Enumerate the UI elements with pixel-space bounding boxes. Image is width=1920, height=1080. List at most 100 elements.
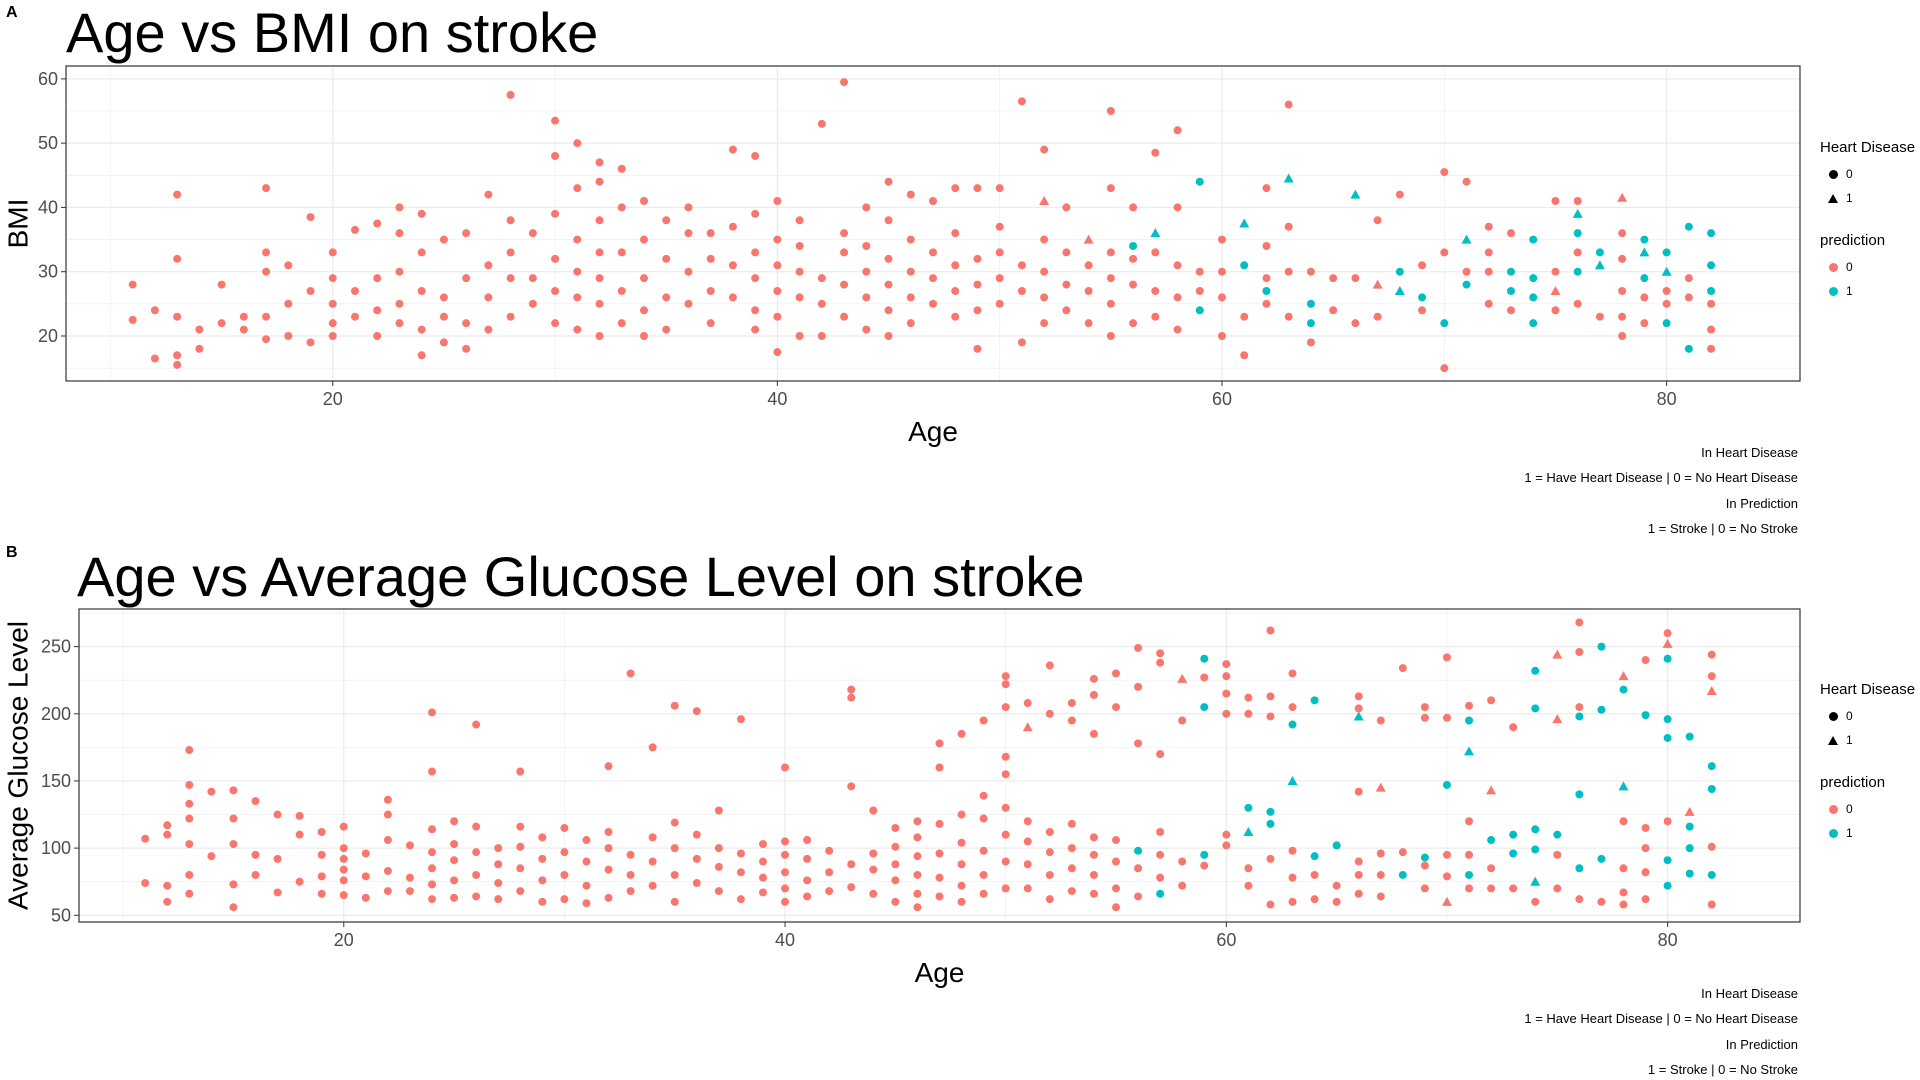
- point-circle: [626, 887, 635, 896]
- point-circle: [935, 873, 944, 882]
- point-circle: [1685, 732, 1694, 741]
- point-circle: [1306, 267, 1315, 276]
- point-circle: [560, 823, 569, 832]
- point-circle: [1262, 242, 1271, 250]
- point-circle: [1112, 857, 1121, 866]
- point-circle: [1129, 203, 1138, 212]
- point-circle: [1573, 248, 1582, 257]
- point-triangle: [1464, 746, 1475, 756]
- point-circle: [1462, 280, 1471, 289]
- point-circle: [1707, 299, 1716, 308]
- x-axis-title: Age: [908, 416, 958, 447]
- point-circle: [929, 299, 937, 308]
- point-circle: [1465, 817, 1474, 826]
- point-circle: [979, 846, 988, 855]
- point-circle: [417, 248, 426, 257]
- legend-item-heart-0: 0: [1820, 162, 1915, 186]
- point-circle: [1376, 892, 1385, 901]
- point-triangle: [1639, 247, 1650, 257]
- triangle-icon: [1828, 735, 1838, 745]
- point-circle: [640, 235, 648, 244]
- point-circle: [751, 306, 760, 315]
- point-circle: [840, 78, 849, 87]
- point-circle: [1597, 897, 1606, 906]
- point-circle: [1663, 629, 1672, 638]
- point-circle: [1178, 881, 1187, 890]
- point-circle: [450, 840, 459, 849]
- caption-line: 1 = Stroke | 0 = No Stroke: [1647, 521, 1798, 536]
- point-circle: [995, 299, 1004, 308]
- point-circle: [1089, 833, 1098, 842]
- point-circle: [506, 248, 515, 257]
- point-circle: [935, 763, 944, 772]
- point-circle: [979, 889, 988, 898]
- point-circle: [951, 312, 960, 321]
- point-triangle: [1239, 218, 1250, 228]
- point-circle: [670, 844, 679, 853]
- point-circle: [462, 274, 471, 283]
- point-circle: [395, 229, 404, 238]
- point-circle: [1288, 846, 1297, 855]
- point-circle: [706, 319, 715, 328]
- point-circle: [1045, 895, 1054, 904]
- point-circle: [339, 844, 348, 853]
- point-circle: [906, 293, 915, 302]
- legend-label: 1: [1846, 733, 1853, 747]
- point-circle: [1575, 712, 1584, 721]
- point-circle: [472, 720, 481, 729]
- y-tick-label: 150: [41, 771, 71, 791]
- point-circle: [973, 306, 982, 315]
- point-circle: [405, 841, 414, 850]
- point-circle: [1040, 293, 1049, 302]
- point-circle: [185, 840, 194, 849]
- point-circle: [1395, 267, 1404, 276]
- point-circle: [891, 823, 900, 832]
- point-circle: [913, 903, 922, 912]
- point-circle: [957, 860, 966, 869]
- point-circle: [1507, 287, 1515, 295]
- point-circle: [979, 716, 988, 725]
- point-circle: [1284, 267, 1293, 276]
- point-circle: [1440, 364, 1449, 373]
- point-circle: [751, 274, 760, 283]
- point-circle: [1619, 864, 1628, 873]
- point-circle: [573, 184, 582, 193]
- point-circle: [1266, 900, 1275, 909]
- point-circle: [462, 344, 471, 353]
- legend: Heart Disease 0 1 prediction 0 1: [1820, 139, 1915, 303]
- point-circle: [1418, 293, 1427, 302]
- point-circle: [1244, 803, 1253, 812]
- point-circle: [847, 782, 856, 791]
- point-circle: [1618, 312, 1627, 321]
- point-circle: [626, 850, 635, 859]
- point-circle: [1707, 672, 1716, 681]
- point-circle: [1662, 287, 1671, 295]
- point-circle: [1487, 696, 1496, 705]
- point-circle: [706, 229, 715, 238]
- point-circle: [1195, 287, 1204, 295]
- point-circle: [339, 876, 348, 885]
- point-circle: [604, 893, 613, 902]
- point-circle: [1240, 312, 1249, 321]
- point-circle: [1129, 254, 1138, 263]
- point-triangle: [1618, 671, 1629, 681]
- point-circle: [781, 763, 790, 772]
- point-circle: [935, 819, 944, 828]
- point-circle: [551, 116, 560, 125]
- point-circle: [728, 261, 737, 270]
- point-circle: [506, 274, 515, 283]
- point-circle: [560, 870, 569, 879]
- point-circle: [1332, 897, 1341, 906]
- point-circle: [929, 248, 937, 257]
- point-circle: [361, 849, 370, 858]
- point-circle: [825, 887, 834, 896]
- point-circle: [1266, 854, 1275, 863]
- panel-b: B Age vs Average Glucose Level on stroke…: [0, 540, 1920, 1080]
- point-circle: [1640, 274, 1649, 283]
- point-circle: [617, 164, 626, 173]
- point-circle: [1551, 267, 1560, 276]
- point-circle: [1707, 261, 1716, 270]
- point-circle: [1244, 864, 1253, 873]
- legend-item-heart-1: 1: [1820, 186, 1915, 210]
- point-circle: [957, 729, 966, 738]
